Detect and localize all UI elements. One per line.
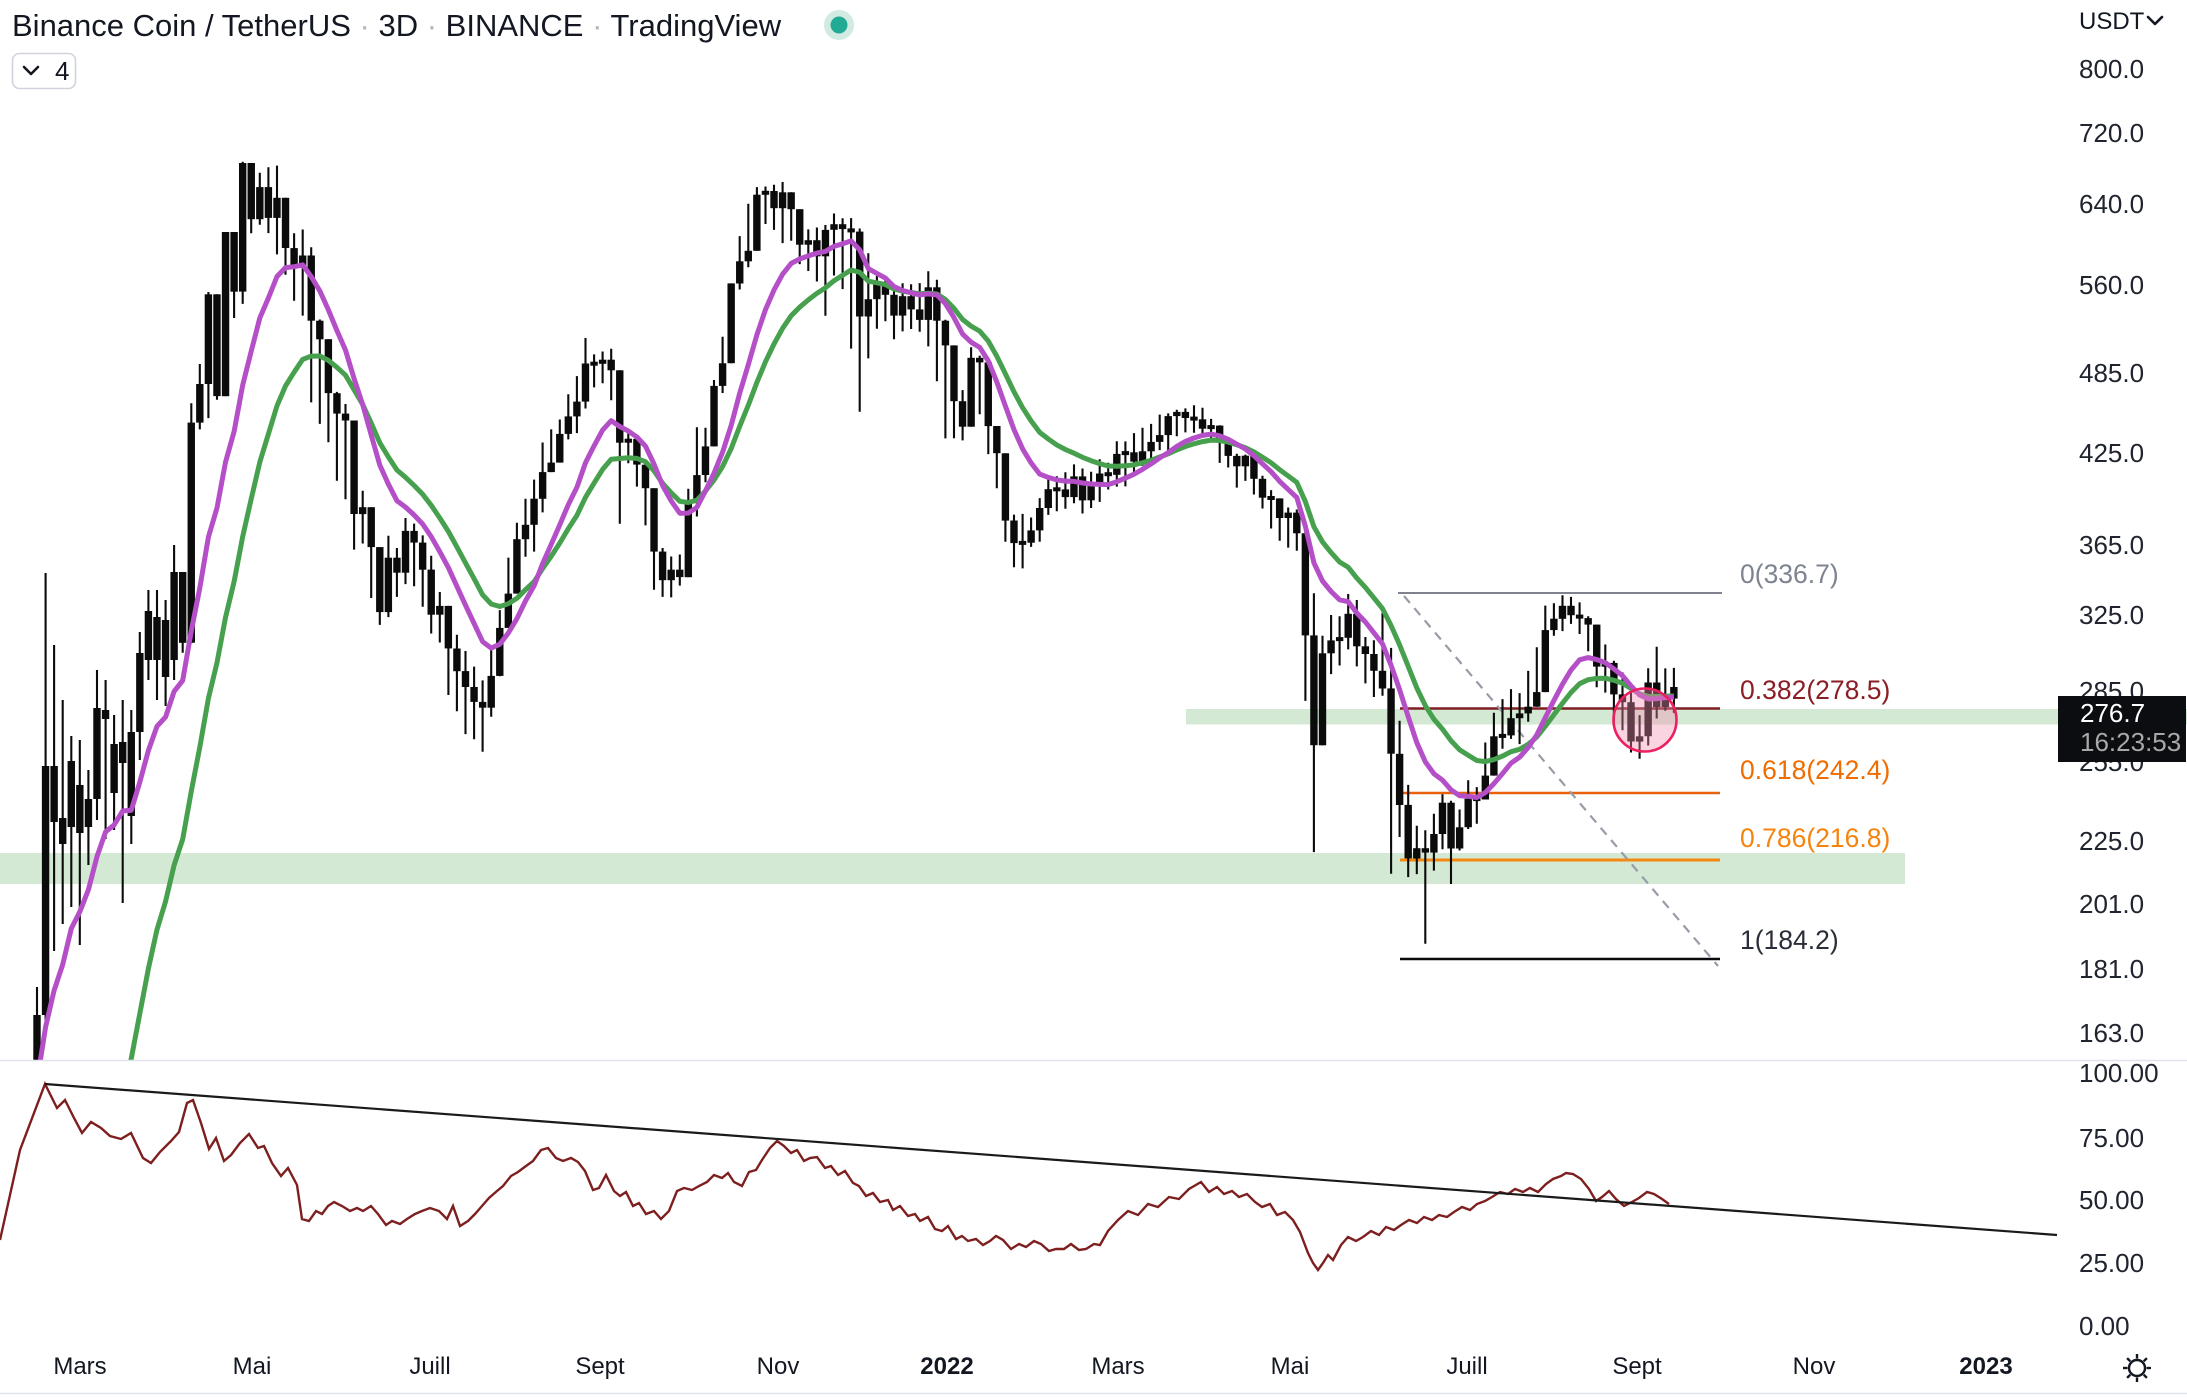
svg-text:560.0: 560.0 [2079, 270, 2144, 300]
svg-text:16:23:53: 16:23:53 [2080, 727, 2181, 757]
svg-text:201.0: 201.0 [2079, 889, 2144, 919]
svg-text:800.0: 800.0 [2079, 54, 2144, 84]
svg-text:USDT: USDT [2079, 8, 2145, 35]
svg-text:0.382(278.5): 0.382(278.5) [1740, 675, 1890, 705]
svg-text:181.0: 181.0 [2079, 954, 2144, 984]
svg-text:0(336.7): 0(336.7) [1740, 559, 1839, 589]
svg-text:Nov: Nov [1793, 1353, 1836, 1380]
svg-text:276.7: 276.7 [2080, 698, 2145, 728]
svg-text:720.0: 720.0 [2079, 118, 2144, 148]
svg-text:425.0: 425.0 [2079, 438, 2144, 468]
svg-text:4: 4 [55, 56, 69, 86]
svg-text:25.00: 25.00 [2079, 1248, 2144, 1278]
svg-text:640.0: 640.0 [2079, 189, 2144, 219]
svg-text:325.0: 325.0 [2079, 600, 2144, 630]
svg-text:75.00: 75.00 [2079, 1123, 2144, 1153]
svg-text:0.00: 0.00 [2079, 1311, 2130, 1341]
svg-text:1(184.2): 1(184.2) [1740, 925, 1839, 955]
svg-text:0.786(216.8): 0.786(216.8) [1740, 823, 1890, 853]
svg-text:Juill: Juill [1446, 1353, 1487, 1380]
svg-text:Mars: Mars [53, 1353, 106, 1380]
svg-text:Nov: Nov [757, 1353, 800, 1380]
svg-text:2022: 2022 [920, 1353, 973, 1380]
svg-text:163.0: 163.0 [2079, 1018, 2144, 1048]
svg-text:225.0: 225.0 [2079, 826, 2144, 856]
svg-text:Mai: Mai [1271, 1353, 1310, 1380]
svg-text:Juill: Juill [409, 1353, 450, 1380]
svg-text:Binance Coin / TetherUS · 3D ·: Binance Coin / TetherUS · 3D · BINANCE ·… [12, 8, 782, 43]
svg-text:Sept: Sept [1612, 1353, 1662, 1380]
svg-text:485.0: 485.0 [2079, 358, 2144, 388]
svg-text:2023: 2023 [1959, 1353, 2012, 1380]
svg-text:Mars: Mars [1091, 1353, 1144, 1380]
svg-text:0.618(242.4): 0.618(242.4) [1740, 755, 1890, 785]
svg-text:100.00: 100.00 [2079, 1058, 2159, 1088]
svg-text:50.00: 50.00 [2079, 1185, 2144, 1215]
svg-text:Mai: Mai [233, 1353, 272, 1380]
svg-text:Sept: Sept [575, 1353, 625, 1380]
svg-text:365.0: 365.0 [2079, 530, 2144, 560]
